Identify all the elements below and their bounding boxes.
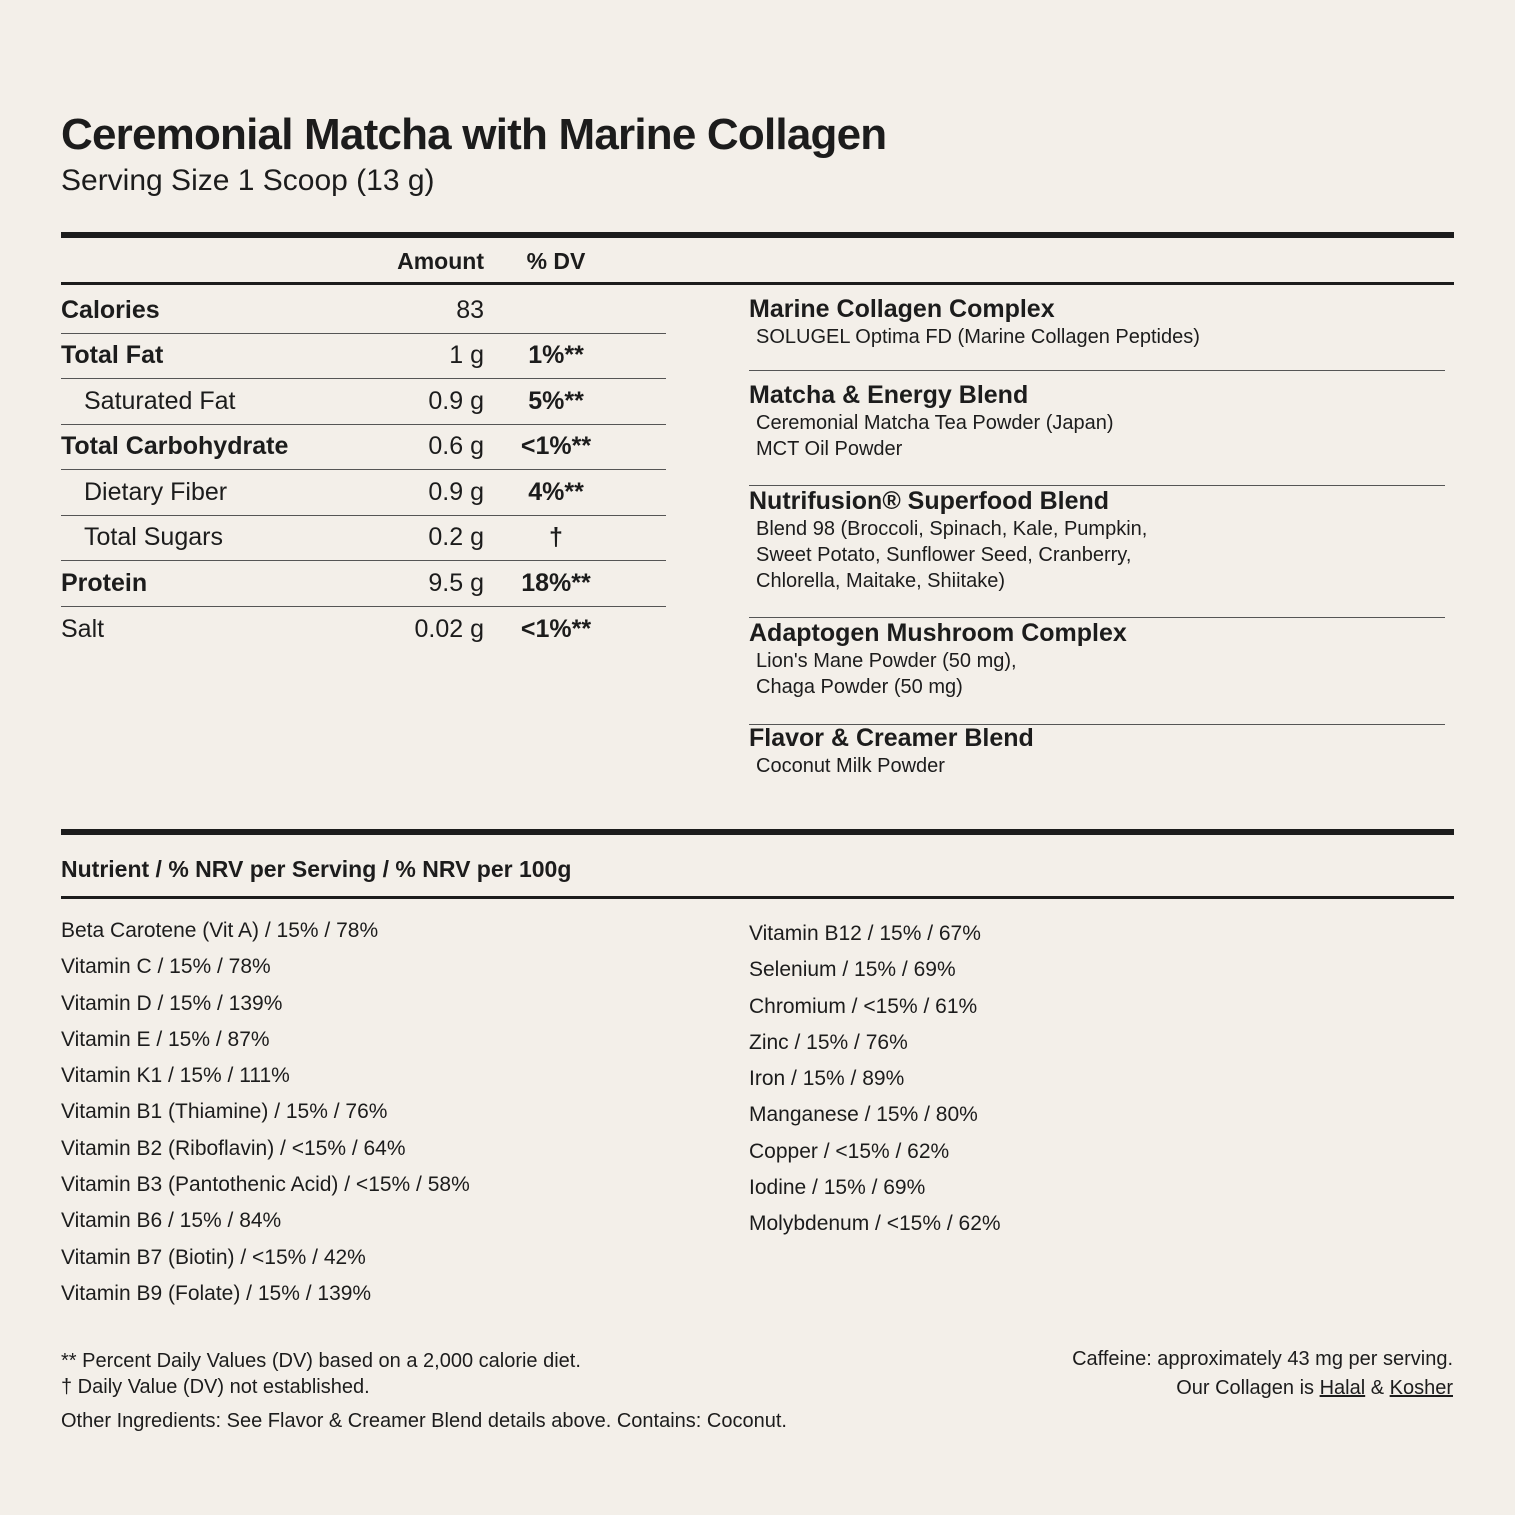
nrv-item: Vitamin B1 (Thiamine) / 15% / 76%	[61, 1100, 388, 1124]
table-row: Total Fat 1 g 1%**	[61, 334, 666, 379]
blend-section: Nutrifusion® Superfood Blend Blend 98 (Br…	[749, 486, 1445, 618]
table-row: Salt 0.02 g <1%**	[61, 607, 666, 653]
nutrient-name: Total Carbohydrate	[61, 432, 289, 461]
nutrient-dv: 4%**	[528, 477, 584, 506]
table-row: Total Carbohydrate 0.6 g <1%**	[61, 425, 666, 470]
divider	[61, 282, 1454, 285]
divider	[61, 829, 1454, 835]
serving-size: Serving Size 1 Scoop (13 g)	[61, 164, 435, 197]
nutrient-amount: 0.6 g	[428, 432, 484, 461]
nutrient-dv: 5%**	[528, 386, 584, 415]
divider	[61, 232, 1454, 238]
nrv-item: Vitamin C / 15% / 78%	[61, 955, 271, 979]
nrv-item: Iron / 15% / 89%	[749, 1067, 905, 1091]
nrv-item: Beta Carotene (Vit A) / 15% / 78%	[61, 919, 379, 942]
nutrient-amount: 0.02 g	[414, 614, 484, 643]
blend-section: Matcha & Energy Blend Ceremonial Matcha T…	[749, 380, 1445, 486]
blend-ingredient: Sweet Potato, Sunflower Seed, Cranberry,	[756, 544, 1132, 566]
blend-ingredient: MCT Oil Powder	[756, 438, 903, 460]
nutrient-name: Dietary Fiber	[84, 477, 228, 506]
dagger-footnote: † Daily Value (DV) not established.	[61, 1376, 370, 1398]
nrv-item: Manganese / 15% / 80%	[749, 1103, 978, 1127]
nutrient-amount: 0.2 g	[428, 523, 484, 552]
nrv-item: Vitamin B9 (Folate) / 15% / 139%	[61, 1281, 372, 1305]
nutrient-amount: 0.9 g	[428, 386, 484, 415]
caffeine-note: Caffeine: approximately 43 mg per servin…	[1072, 1348, 1453, 1370]
collagen-certification: Our Collagen is Halal & Kosher	[1072, 1374, 1453, 1403]
dv-footnote: ** Percent Daily Values (DV) based on a …	[61, 1350, 581, 1372]
nutrient-name: Total Sugars	[84, 523, 223, 552]
product-title: Ceremonial Matcha with Marine Collagen	[61, 110, 887, 159]
collagen-prefix: Our Collagen is	[1176, 1377, 1320, 1399]
blend-ingredient: Chaga Powder (50 mg)	[756, 676, 963, 698]
nutrient-dv: 1%**	[528, 341, 584, 370]
table-row: Protein 9.5 g 18%**	[61, 561, 666, 607]
amount-header: Amount	[397, 248, 484, 274]
nutrient-name: Calories	[61, 295, 160, 324]
table-row: Total Sugars 0.2 g †	[61, 516, 666, 561]
table-row: Dietary Fiber 0.9 g 4%**	[61, 470, 666, 516]
nrv-item: Vitamin B6 / 15% / 84%	[61, 1209, 282, 1233]
blend-ingredient: Ceremonial Matcha Tea Powder (Japan)	[756, 412, 1114, 434]
blend-section: Marine Collagen Complex SOLUGEL Optima FD…	[749, 294, 1445, 371]
divider	[61, 896, 1454, 899]
nrv-item: Vitamin D / 15% / 139%	[61, 991, 283, 1015]
blend-section: Adaptogen Mushroom Complex Lion's Mane Po…	[749, 618, 1445, 725]
nutrient-name: Protein	[61, 568, 148, 597]
blend-ingredient: Coconut Milk Powder	[756, 755, 945, 777]
nrv-heading: Nutrient / % NRV per Serving / % NRV per…	[61, 856, 572, 882]
nutrient-amount: 83	[456, 295, 484, 324]
nrv-item: Vitamin B12 / 15% / 67%	[749, 922, 981, 945]
caffeine-and-certification: Caffeine: approximately 43 mg per servin…	[1072, 1345, 1453, 1403]
nutrient-amount: 0.9 g	[428, 477, 484, 506]
nrv-item: Selenium / 15% / 69%	[749, 958, 956, 982]
nutrient-dv: <1%**	[520, 432, 592, 461]
nutrient-name: Salt	[61, 614, 105, 643]
dv-header: % DV	[526, 248, 586, 274]
nutrient-dv: 18%**	[521, 568, 591, 597]
nrv-item: Molybdenum / <15% / 62%	[749, 1212, 1001, 1236]
other-ingredients: Other Ingredients: See Flavor & Creamer …	[61, 1410, 787, 1432]
blend-ingredient: Chlorella, Maitake, Shiitake)	[756, 570, 1005, 592]
blend-ingredient: Blend 98 (Broccoli, Spinach, Kale, Pumpk…	[756, 518, 1148, 540]
halal-link[interactable]: Halal	[1319, 1377, 1366, 1399]
footnotes: ** Percent Daily Values (DV) based on a …	[61, 1348, 787, 1434]
nrv-item: Chromium / <15% / 61%	[749, 994, 978, 1018]
nutrient-dv: †	[549, 523, 563, 552]
table-row: Calories 83	[61, 288, 666, 334]
nutrient-name: Saturated Fat	[84, 386, 236, 415]
nrv-item: Vitamin B3 (Pantothenic Acid) / <15% / 5…	[61, 1173, 470, 1197]
nrv-list-left: Beta Carotene (Vit A) / 15% / 78% Vitamin…	[61, 913, 470, 1312]
ampersand: &	[1365, 1377, 1390, 1399]
nutrient-amount: 9.5 g	[428, 568, 484, 597]
nrv-item: Copper / <15% / 62%	[749, 1139, 950, 1163]
blend-title: Marine Collagen Complex	[749, 295, 1055, 323]
blend-title: Adaptogen Mushroom Complex	[749, 619, 1127, 647]
nrv-item: Zinc / 15% / 76%	[749, 1030, 908, 1054]
nutrient-amount: 1 g	[449, 341, 484, 370]
nrv-item: Vitamin B7 (Biotin) / <15% / 42%	[61, 1245, 366, 1269]
nrv-item: Iodine / 15% / 69%	[749, 1176, 926, 1200]
blend-ingredient: SOLUGEL Optima FD (Marine Collagen Pepti…	[756, 326, 1200, 348]
nrv-list-right: Vitamin B12 / 15% / 67% Selenium / 15% / …	[749, 916, 1001, 1243]
nrv-item: Vitamin E / 15% / 87%	[61, 1027, 270, 1051]
blend-title: Flavor & Creamer Blend	[749, 724, 1034, 752]
nutrient-dv: <1%**	[520, 614, 592, 643]
nrv-item: Vitamin B2 (Riboflavin) / <15% / 64%	[61, 1136, 406, 1160]
blend-title: Matcha & Energy Blend	[749, 381, 1029, 409]
kosher-link[interactable]: Kosher	[1389, 1377, 1453, 1399]
table-row: Saturated Fat 0.9 g 5%**	[61, 379, 666, 425]
nrv-item: Vitamin K1 / 15% / 111%	[61, 1064, 290, 1088]
blend-title: Nutrifusion® Superfood Blend	[749, 487, 1110, 515]
blend-ingredient: Lion's Mane Powder (50 mg),	[756, 650, 1017, 672]
blend-section: Flavor & Creamer Blend Coconut Milk Powde…	[749, 723, 1445, 793]
nutrient-name: Total Fat	[61, 341, 164, 370]
